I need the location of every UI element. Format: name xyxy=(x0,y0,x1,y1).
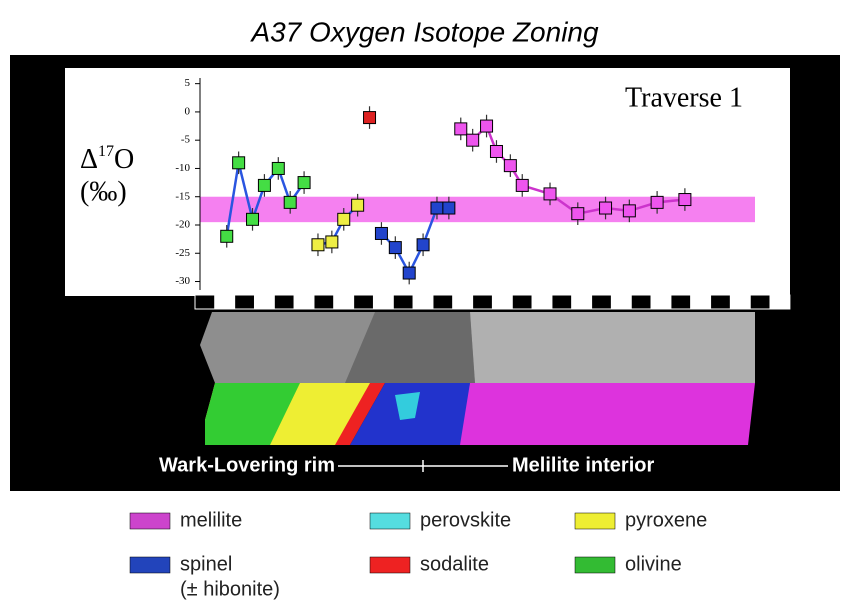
point xyxy=(284,196,296,208)
point xyxy=(312,239,324,251)
point xyxy=(338,213,350,225)
point xyxy=(516,179,528,191)
y-unit: (‰) xyxy=(80,176,127,207)
annotation: Traverse 1 xyxy=(625,82,743,113)
scale-square xyxy=(711,295,731,309)
y-tick-label: -15 xyxy=(175,190,190,202)
legend-swatch xyxy=(370,513,410,529)
scale-square xyxy=(334,295,354,309)
scale-square xyxy=(611,295,631,309)
point xyxy=(403,267,415,279)
scale-square xyxy=(631,295,651,309)
y-tick-label: -25 xyxy=(175,247,190,259)
point xyxy=(544,188,556,200)
point xyxy=(600,202,612,214)
legend-label: melilite xyxy=(180,509,242,531)
point xyxy=(272,162,284,174)
point xyxy=(504,160,516,172)
caption-right: Melilite interior xyxy=(512,454,654,476)
legend-swatch xyxy=(130,557,170,573)
point xyxy=(623,205,635,217)
legend-swatch xyxy=(575,513,615,529)
legend-swatch xyxy=(130,513,170,529)
scale-square xyxy=(512,295,532,309)
legend-swatch xyxy=(370,557,410,573)
scale-square xyxy=(314,295,334,309)
scale-square xyxy=(254,295,274,309)
legend-label: perovskite xyxy=(420,509,511,531)
scale-square xyxy=(473,295,493,309)
scale-square xyxy=(671,295,691,309)
scale-square xyxy=(215,295,235,309)
scale-bar xyxy=(195,295,790,309)
legend: melilite perovskite pyroxene spinel (± hibon… xyxy=(130,509,707,600)
scale-square xyxy=(294,295,314,309)
scale-square xyxy=(235,295,255,309)
point xyxy=(467,134,479,146)
legend-label: pyroxene xyxy=(625,509,707,531)
point xyxy=(490,145,502,157)
scale-square xyxy=(651,295,671,309)
caption-left: Wark-Lovering rim xyxy=(159,454,335,476)
y-tick-label: 5 xyxy=(185,77,191,89)
point xyxy=(352,199,364,211)
point xyxy=(221,230,233,242)
point xyxy=(298,177,310,189)
y-tick-label: -10 xyxy=(175,162,190,174)
point xyxy=(233,157,245,169)
scale-square xyxy=(552,295,572,309)
scale-square xyxy=(730,295,750,309)
bse-image-interior xyxy=(470,312,755,383)
point xyxy=(326,236,338,248)
scale-square xyxy=(750,295,770,309)
scale-square xyxy=(195,295,215,309)
point xyxy=(481,120,493,132)
scale-square xyxy=(393,295,413,309)
legend-swatch xyxy=(575,557,615,573)
map-melilite xyxy=(460,383,755,445)
scale-square xyxy=(453,295,473,309)
scale-square xyxy=(572,295,592,309)
scale-square xyxy=(413,295,433,309)
point xyxy=(431,202,443,214)
point xyxy=(258,179,270,191)
point xyxy=(651,196,663,208)
scale-square xyxy=(592,295,612,309)
point xyxy=(364,112,376,124)
scale-square xyxy=(354,295,374,309)
point xyxy=(417,239,429,251)
legend-label: spinel xyxy=(180,553,232,575)
y-tick-label: 0 xyxy=(185,105,191,117)
point xyxy=(443,202,455,214)
legend-note: (± hibonite) xyxy=(180,578,280,600)
scale-square xyxy=(691,295,711,309)
point xyxy=(455,123,467,135)
point xyxy=(389,242,401,254)
y-tick-label: -20 xyxy=(175,219,190,231)
point xyxy=(572,208,584,220)
scale-square xyxy=(770,295,790,309)
scale-square xyxy=(433,295,453,309)
point xyxy=(679,194,691,206)
y-tick-label: -30 xyxy=(175,275,190,287)
legend-label: sodalite xyxy=(420,553,489,575)
figure: A37 Oxygen Isotope Zoning Wark-Lovering … xyxy=(0,0,847,611)
scale-square xyxy=(492,295,512,309)
scale-square xyxy=(532,295,552,309)
chart-title: A37 Oxygen Isotope Zoning xyxy=(249,16,599,47)
scale-square xyxy=(274,295,294,309)
scale-square xyxy=(373,295,393,309)
point xyxy=(375,227,387,239)
y-tick-label: -5 xyxy=(181,134,191,146)
point xyxy=(247,213,259,225)
legend-label: olivine xyxy=(625,553,682,575)
